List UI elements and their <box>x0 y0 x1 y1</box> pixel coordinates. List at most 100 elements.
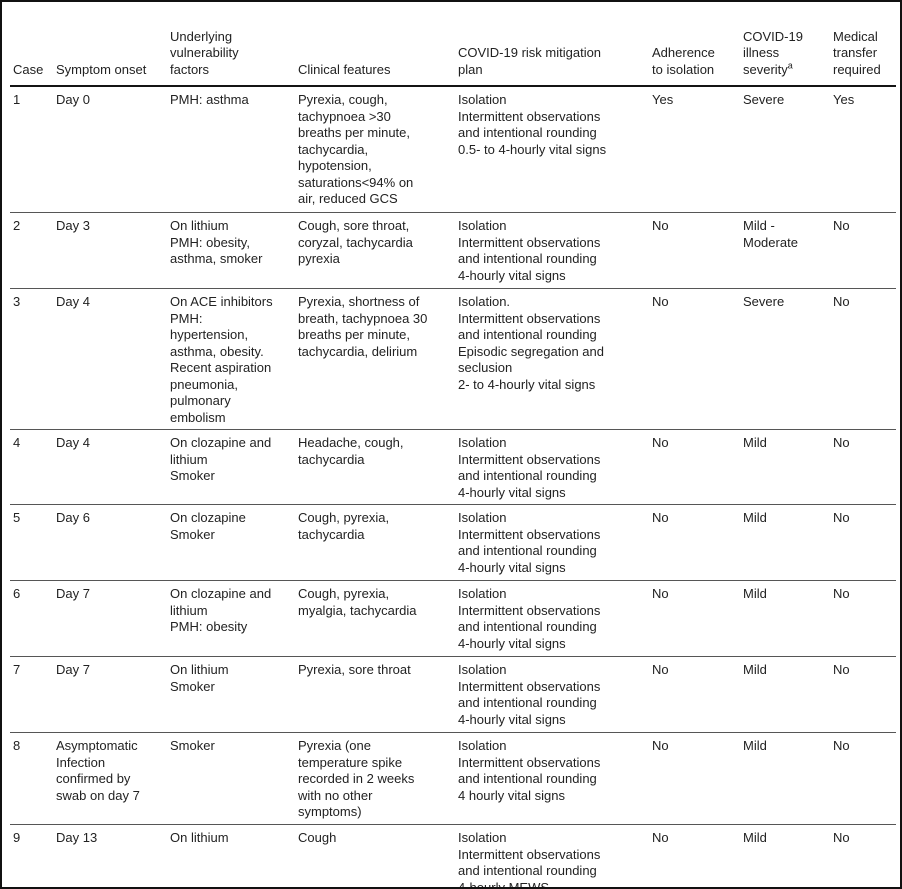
covid-case-table: Case Symptom onset Underlying vulnerabil… <box>10 2 896 887</box>
cell-clinical-features: Cough <box>298 824 458 887</box>
cell-medical-transfer: No <box>833 288 896 430</box>
table-body: 1 Day 0 PMH: asthma Pyrexia, cough, tach… <box>10 86 896 887</box>
table-row: 1 Day 0 PMH: asthma Pyrexia, cough, tach… <box>10 86 896 213</box>
cell-adherence: No <box>652 288 743 430</box>
cell-case: 6 <box>10 580 56 657</box>
column-header-label: Adherence to isolation <box>652 45 715 77</box>
column-header-illness-severity: COVID-19 illness severitya <box>743 2 833 87</box>
cell-medical-transfer: No <box>833 580 896 657</box>
cell-medical-transfer: No <box>833 429 896 505</box>
cell-illness-severity: Severe <box>743 86 833 213</box>
cell-symptom-onset: Day 4 <box>56 288 170 430</box>
cell-vulnerability-factors: On lithium PMH: obesity, asthma, smoker <box>170 212 298 289</box>
cell-clinical-features: Cough, pyrexia, tachycardia <box>298 504 458 581</box>
column-header-vulnerability-factors: Underlying vulnerability factors <box>170 2 298 87</box>
header-row: Case Symptom onset Underlying vulnerabil… <box>10 2 896 87</box>
cell-vulnerability-factors: PMH: asthma <box>170 86 298 213</box>
cell-illness-severity: Mild <box>743 580 833 657</box>
cell-mitigation-plan: Isolation Intermittent observations and … <box>458 580 652 657</box>
cell-adherence: No <box>652 656 743 733</box>
column-header-label: Case <box>13 61 44 77</box>
footnote-marker-a: a <box>787 60 793 71</box>
table-row: 9 Day 13 On lithium Cough Isolation Inte… <box>10 824 896 887</box>
cell-medical-transfer: No <box>833 824 896 887</box>
cell-case: 9 <box>10 824 56 887</box>
column-header-adherence: Adherence to isolation <box>652 2 743 87</box>
cell-symptom-onset: Day 13 <box>56 824 170 887</box>
table-row: 3 Day 4 On ACE inhibitors PMH: hypertens… <box>10 288 896 430</box>
table-row: 5 Day 6 On clozapine Smoker Cough, pyrex… <box>10 504 896 581</box>
column-header-label: Clinical features <box>298 61 391 77</box>
cell-adherence: No <box>652 732 743 825</box>
cell-clinical-features: Headache, cough, tachycardia <box>298 429 458 505</box>
cell-case: 5 <box>10 504 56 581</box>
cell-illness-severity: Mild <box>743 429 833 505</box>
cell-vulnerability-factors: On clozapine and lithium Smoker <box>170 429 298 505</box>
cell-clinical-features: Pyrexia, cough, tachypnoea >30 breaths p… <box>298 86 458 213</box>
cell-vulnerability-factors: On lithium <box>170 824 298 887</box>
cell-illness-severity: Mild - Moderate <box>743 212 833 289</box>
cell-adherence: No <box>652 212 743 289</box>
cell-case: 3 <box>10 288 56 430</box>
cell-mitigation-plan: Isolation Intermittent observations and … <box>458 429 652 505</box>
column-header-label: Symptom onset <box>56 61 147 77</box>
cell-mitigation-plan: Isolation Intermittent observations and … <box>458 504 652 581</box>
cell-case: 7 <box>10 656 56 733</box>
cell-vulnerability-factors: On clozapine Smoker <box>170 504 298 581</box>
cell-medical-transfer: No <box>833 656 896 733</box>
column-header-case: Case <box>10 2 56 87</box>
table-row: 7 Day 7 On lithium Smoker Pyrexia, sore … <box>10 656 896 733</box>
cell-adherence: No <box>652 504 743 581</box>
table-row: 8 Asymptomatic Infection confirmed by sw… <box>10 732 896 825</box>
cell-symptom-onset: Day 7 <box>56 580 170 657</box>
cell-mitigation-plan: Isolation. Intermittent observations and… <box>458 288 652 430</box>
cell-adherence: No <box>652 824 743 887</box>
cell-symptom-onset: Day 6 <box>56 504 170 581</box>
cell-vulnerability-factors: On lithium Smoker <box>170 656 298 733</box>
column-header-symptom-onset: Symptom onset <box>56 2 170 87</box>
cell-illness-severity: Mild <box>743 732 833 825</box>
cell-mitigation-plan: Isolation Intermittent observations and … <box>458 656 652 733</box>
column-header-mitigation-plan: COVID-19 risk mitigation plan <box>458 2 652 87</box>
column-header-label: COVID-19 risk mitigation plan <box>458 45 602 77</box>
cell-symptom-onset: Day 4 <box>56 429 170 505</box>
cell-medical-transfer: No <box>833 212 896 289</box>
cell-medical-transfer: Yes <box>833 86 896 213</box>
cell-medical-transfer: No <box>833 504 896 581</box>
table-row: 6 Day 7 On clozapine and lithium PMH: ob… <box>10 580 896 657</box>
cell-clinical-features: Cough, sore throat, coryzal, tachycardia… <box>298 212 458 289</box>
cell-adherence: No <box>652 580 743 657</box>
column-header-label: Underlying vulnerability factors <box>170 28 239 77</box>
cell-adherence: Yes <box>652 86 743 213</box>
column-header-clinical-features: Clinical features <box>298 2 458 87</box>
cell-case: 8 <box>10 732 56 825</box>
cell-clinical-features: Cough, pyrexia, myalgia, tachycardia <box>298 580 458 657</box>
column-header-label: COVID-19 illness severity <box>743 28 803 77</box>
cell-case: 2 <box>10 212 56 289</box>
column-header-medical-transfer: Medical transfer required <box>833 2 896 87</box>
cell-illness-severity: Mild <box>743 656 833 733</box>
cell-illness-severity: Mild <box>743 504 833 581</box>
cell-illness-severity: Severe <box>743 288 833 430</box>
cell-vulnerability-factors: On ACE inhibitors PMH: hypertension, ast… <box>170 288 298 430</box>
cell-illness-severity: Mild <box>743 824 833 887</box>
cell-symptom-onset: Day 0 <box>56 86 170 213</box>
cell-medical-transfer: No <box>833 732 896 825</box>
cell-vulnerability-factors: Smoker <box>170 732 298 825</box>
cell-mitigation-plan: Isolation Intermittent observations and … <box>458 212 652 289</box>
cell-case: 1 <box>10 86 56 213</box>
cell-mitigation-plan: Isolation Intermittent observations and … <box>458 732 652 825</box>
table-header: Case Symptom onset Underlying vulnerabil… <box>10 2 896 87</box>
cell-clinical-features: Pyrexia, sore throat <box>298 656 458 733</box>
column-header-label: Medical transfer required <box>833 28 881 77</box>
cell-symptom-onset: Day 3 <box>56 212 170 289</box>
table-row: 4 Day 4 On clozapine and lithium Smoker … <box>10 429 896 505</box>
cell-case: 4 <box>10 429 56 505</box>
cell-clinical-features: Pyrexia (one temperature spike recorded … <box>298 732 458 825</box>
cell-mitigation-plan: Isolation Intermittent observations and … <box>458 824 652 887</box>
cell-clinical-features: Pyrexia, shortness of breath, tachypnoea… <box>298 288 458 430</box>
cell-adherence: No <box>652 429 743 505</box>
table-row: 2 Day 3 On lithium PMH: obesity, asthma,… <box>10 212 896 289</box>
cell-symptom-onset: Asymptomatic Infection confirmed by swab… <box>56 732 170 825</box>
